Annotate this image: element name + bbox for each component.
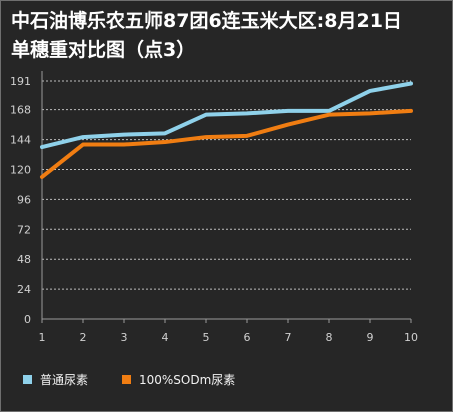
y-tick-label-72: 72	[17, 223, 31, 236]
chart-title-line-2: 单穗重对比图（点3）	[11, 39, 196, 61]
x-tick-label-7: 7	[285, 331, 292, 344]
x-tick-label-6: 6	[244, 331, 251, 344]
axes	[41, 71, 412, 323]
chart-title-line-1: 中石油博乐农五师87团6连玉米大区:8月21日	[11, 10, 402, 32]
y-tick-label-168: 168	[10, 104, 31, 117]
x-tick-labels: 1 2 3 4 5 6 7 8 9 10	[39, 331, 419, 344]
legend-label-series-2: 100%SODm尿素	[139, 372, 236, 387]
x-tick-label-3: 3	[121, 331, 128, 344]
x-tick-label-9: 9	[367, 331, 374, 344]
x-tick-label-4: 4	[162, 331, 169, 344]
y-tick-label-96: 96	[17, 193, 31, 206]
y-tick-labels: 0 24 48 72 96 120 144 168 191	[10, 75, 31, 326]
legend-swatch-series-1	[23, 374, 32, 384]
legend-swatch-series-2	[122, 374, 131, 384]
y-tick-label-120: 120	[10, 163, 31, 176]
series-line-1	[40, 81, 413, 150]
y-tick-label-0: 0	[24, 313, 31, 326]
y-tick-label-48: 48	[17, 253, 31, 266]
y-tick-label-144: 144	[10, 134, 31, 147]
x-tick-label-10: 10	[404, 331, 418, 344]
x-tick-label-8: 8	[326, 331, 333, 344]
legend-label-series-1: 普通尿素	[40, 372, 89, 387]
legend-item-series-2: 100%SODm尿素	[122, 372, 236, 387]
legend-item-series-1: 普通尿素	[23, 372, 89, 387]
series-line-2	[40, 108, 413, 179]
series-lines	[40, 81, 413, 179]
y-tick-label-24: 24	[17, 283, 31, 296]
x-tick-label-1: 1	[39, 331, 46, 344]
grid-lines	[42, 80, 411, 290]
y-tick-label-191: 191	[10, 75, 31, 88]
x-tick-label-2: 2	[80, 331, 87, 344]
x-tick-label-5: 5	[203, 331, 210, 344]
